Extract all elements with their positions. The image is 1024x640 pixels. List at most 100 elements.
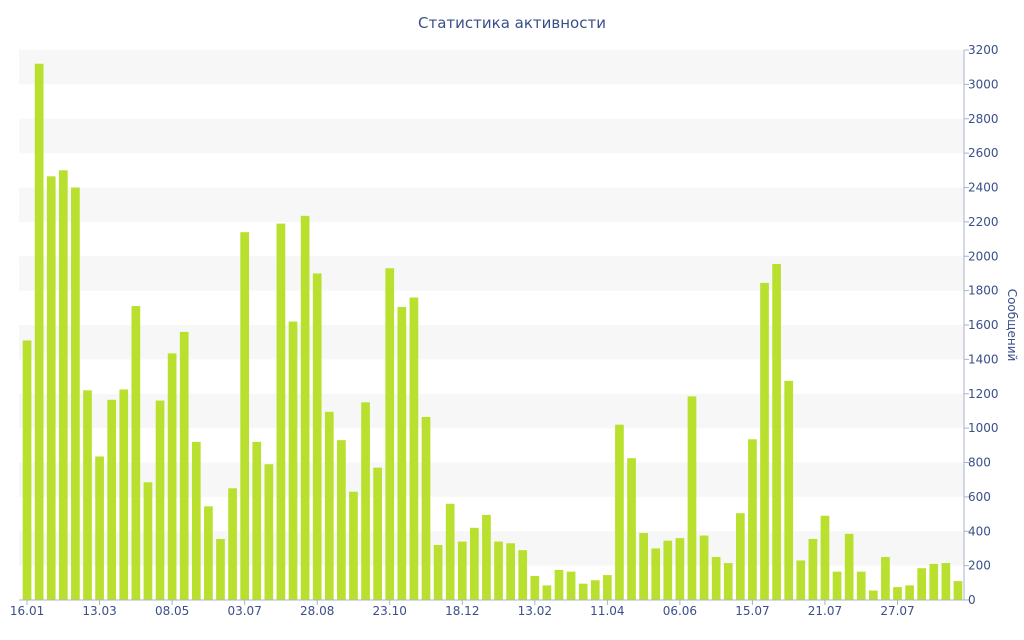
- y-tick-label: 2600: [968, 146, 999, 160]
- bar: [167, 353, 177, 600]
- bar: [735, 513, 745, 600]
- bar: [324, 411, 334, 600]
- x-tick-label: 27.07: [880, 604, 914, 618]
- bar: [784, 380, 794, 600]
- bar: [518, 550, 528, 600]
- bar: [663, 540, 673, 600]
- bars: [22, 63, 963, 600]
- bar: [143, 482, 153, 600]
- x-tick-label: 06.06: [663, 604, 697, 618]
- bar: [71, 187, 80, 600]
- grid-band: [19, 531, 964, 566]
- bar: [34, 63, 44, 600]
- bar: [748, 439, 757, 600]
- bar: [856, 571, 866, 600]
- bar: [929, 563, 939, 600]
- bar: [191, 441, 201, 600]
- y-tick-label: 1400: [968, 352, 999, 366]
- bar: [58, 170, 68, 600]
- bar: [760, 282, 769, 600]
- bar: [639, 532, 648, 600]
- grid-band: [19, 462, 964, 497]
- bar: [349, 491, 358, 600]
- x-tick-label: 15.07: [735, 604, 769, 618]
- bar: [832, 571, 842, 600]
- bar: [22, 340, 32, 600]
- bar: [627, 458, 636, 600]
- bar: [46, 176, 56, 600]
- bar: [445, 503, 455, 600]
- bar: [119, 389, 129, 600]
- bar: [506, 543, 515, 600]
- bar: [808, 538, 818, 600]
- bar: [905, 585, 914, 600]
- y-tick-label: 3000: [968, 77, 999, 91]
- y-tick-label: 200: [968, 559, 991, 573]
- y-tick-label: 1600: [968, 318, 999, 332]
- bar: [300, 215, 310, 600]
- y-tick-label: 0: [968, 593, 976, 607]
- bar: [179, 331, 189, 600]
- y-axis-title: Сообщений: [1005, 289, 1019, 362]
- y-tick-label: 3200: [968, 43, 999, 57]
- bar: [252, 441, 262, 600]
- x-tick-label: 13.02: [518, 604, 552, 618]
- bar: [615, 424, 624, 600]
- bar: [131, 306, 141, 600]
- bar: [264, 464, 274, 600]
- bar: [723, 563, 733, 600]
- bar: [312, 273, 322, 600]
- bar: [953, 581, 963, 600]
- x-tick-label: 13.03: [82, 604, 116, 618]
- bar: [95, 456, 104, 600]
- bar: [868, 590, 878, 600]
- x-tick-label: 21.07: [808, 604, 842, 618]
- bar: [566, 571, 576, 600]
- bar: [107, 399, 117, 600]
- bar: [820, 515, 830, 600]
- bar: [470, 527, 479, 600]
- bar: [941, 563, 951, 600]
- y-tick-label: 800: [968, 456, 991, 470]
- bar: [385, 268, 395, 600]
- bar: [554, 569, 564, 600]
- bar: [687, 396, 697, 600]
- bar: [578, 583, 588, 600]
- x-tick-label: 08.05: [155, 604, 189, 618]
- bar: [204, 506, 213, 600]
- bar: [373, 467, 382, 600]
- y-tick-label: 600: [968, 490, 991, 504]
- x-tick-label: 16.01: [10, 604, 44, 618]
- bar: [844, 533, 854, 600]
- y-tick-label: 2800: [968, 112, 999, 126]
- grid-band: [19, 393, 964, 429]
- bar: [675, 538, 685, 600]
- y-tick-label: 2400: [968, 181, 999, 195]
- y-tick-label: 1000: [968, 421, 999, 435]
- chart-title: Статистика активности: [418, 14, 606, 32]
- y-tick-label: 2000: [968, 249, 999, 263]
- bar: [240, 232, 250, 600]
- bar: [361, 402, 370, 600]
- x-tick-label: 23.10: [373, 604, 407, 618]
- y-tick-label: 1200: [968, 387, 999, 401]
- bar: [603, 575, 612, 600]
- y-tick-label: 1800: [968, 284, 999, 298]
- bar: [288, 321, 298, 600]
- bar: [590, 580, 600, 600]
- bar: [699, 535, 709, 600]
- y-tick-label: 400: [968, 524, 991, 538]
- bar: [772, 263, 781, 600]
- bar: [409, 297, 419, 600]
- bar: [542, 585, 552, 600]
- bar: [83, 390, 92, 600]
- bar: [337, 440, 346, 600]
- x-tick-label: 03.07: [227, 604, 261, 618]
- y-axis-ticks: 0 200 400 600 800 1000 1200 1400 1600 1800 2000 220…: [964, 43, 999, 607]
- bar: [228, 488, 237, 600]
- grid-band: [19, 325, 964, 360]
- grid-band: [19, 118, 964, 154]
- grid-band: [19, 256, 964, 291]
- bar: [651, 548, 661, 600]
